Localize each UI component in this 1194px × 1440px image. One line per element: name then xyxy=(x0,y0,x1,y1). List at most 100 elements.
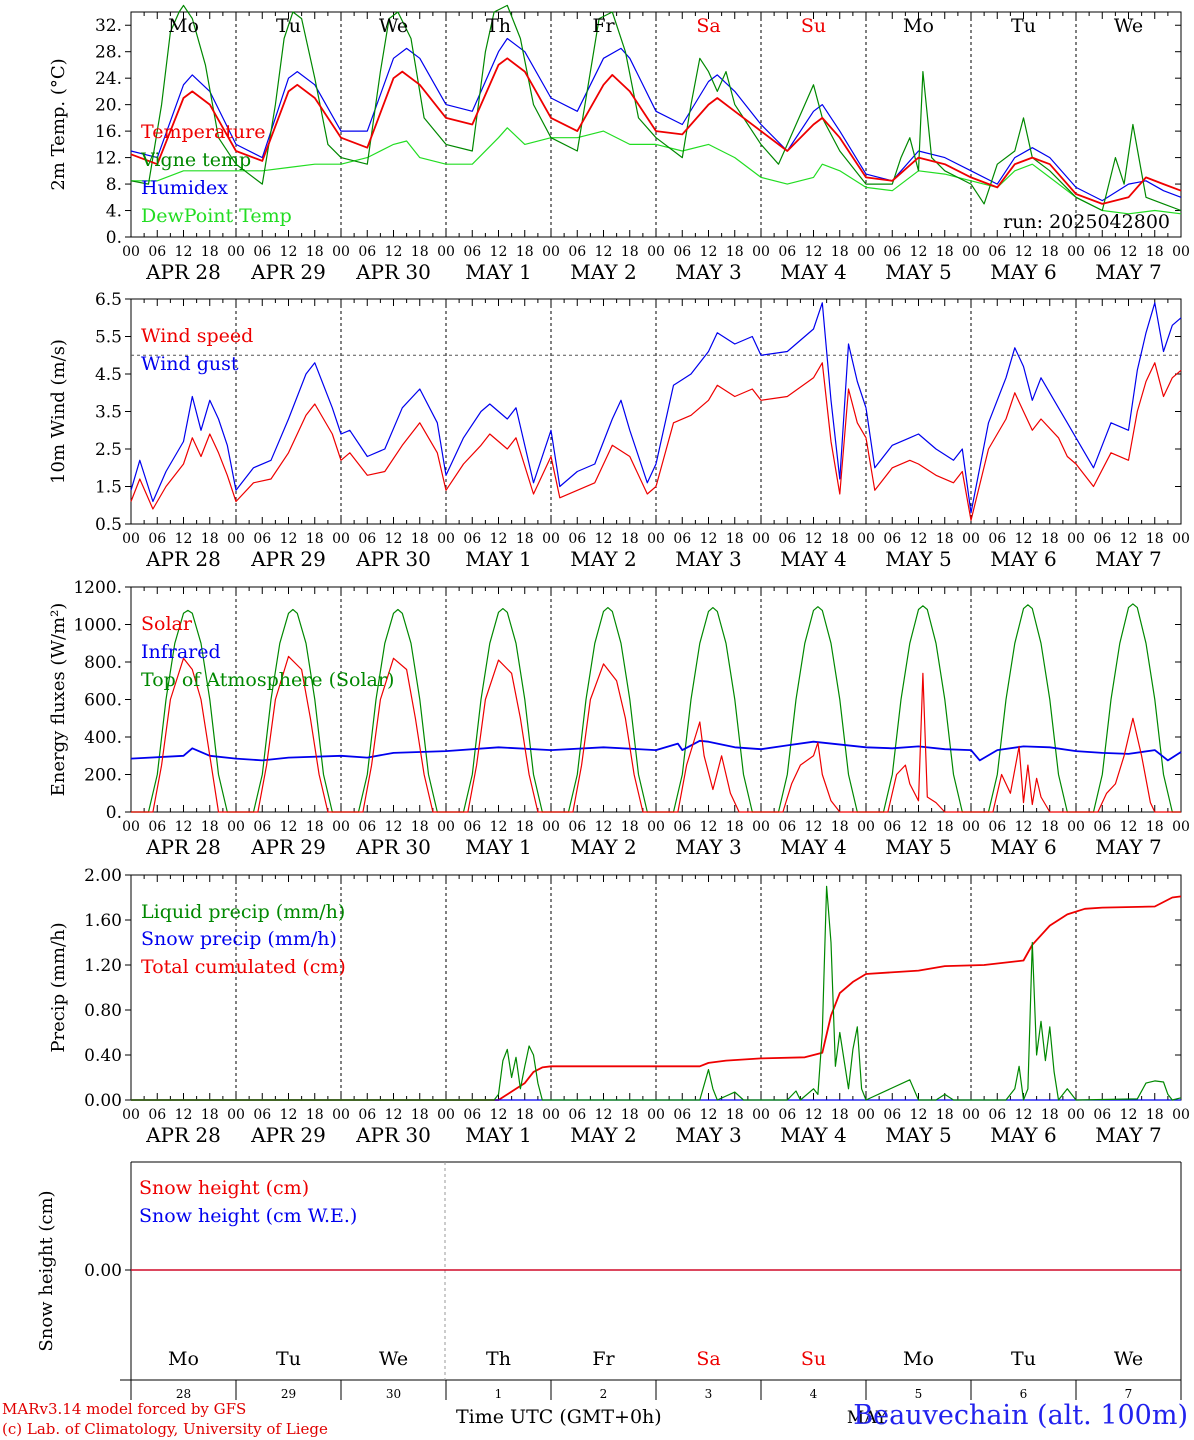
date-label: MAY 1 xyxy=(465,547,531,571)
date-label: MAY 6 xyxy=(990,260,1056,284)
hour-tick-label: 18 xyxy=(936,819,954,835)
hour-tick-label: 12 xyxy=(595,531,613,547)
hour-tick-label: 00 xyxy=(332,531,350,547)
hour-tick-label: 06 xyxy=(463,1107,481,1123)
hour-tick-label: 18 xyxy=(516,531,534,547)
hour-tick-label: 18 xyxy=(306,1107,324,1123)
hour-tick-label: 00 xyxy=(647,244,665,260)
hour-tick-label: 06 xyxy=(1093,244,1111,260)
hour-tick-label: 06 xyxy=(253,819,271,835)
hour-tick-label: 00 xyxy=(542,244,560,260)
panel-frame xyxy=(130,586,1182,813)
hour-tick-label: 12 xyxy=(1015,531,1033,547)
weekday-label: Th xyxy=(486,1348,511,1370)
hour-tick-label: 18 xyxy=(1041,819,1059,835)
hour-tick-label: 00 xyxy=(962,1107,980,1123)
hour-tick-label: 06 xyxy=(1093,1107,1111,1123)
hour-tick-label: 06 xyxy=(988,1107,1006,1123)
hour-tick-label: 00 xyxy=(542,531,560,547)
hour-tick-label: 06 xyxy=(568,244,586,260)
legend-entry: Temperature xyxy=(141,121,265,143)
hour-tick-label: 00 xyxy=(332,819,350,835)
hour-tick-label: 18 xyxy=(1041,1107,1059,1123)
hour-tick-label: 00 xyxy=(332,1107,350,1123)
hour-tick-label: 12 xyxy=(280,1107,298,1123)
y-tick-label: 32. xyxy=(95,16,122,36)
hour-tick-label: 00 xyxy=(647,531,665,547)
panel-frame xyxy=(130,11,1182,238)
series-line xyxy=(131,127,1182,215)
hour-tick-label: 06 xyxy=(148,244,166,260)
hour-tick-label: 12 xyxy=(910,531,928,547)
time-axis-label: Time UTC (GMT+0h) xyxy=(456,1406,662,1428)
hour-tick-label: 00 xyxy=(227,531,245,547)
hour-tick-label: 06 xyxy=(463,531,481,547)
y-tick-label: 24. xyxy=(95,69,122,89)
month-label: MAY xyxy=(847,1408,888,1428)
legend-entry: Solar xyxy=(141,613,193,635)
hour-tick-label: 00 xyxy=(752,1107,770,1123)
y-tick-label: 0.80 xyxy=(84,1001,122,1021)
date-label: APR 28 xyxy=(145,547,221,571)
hour-tick-label: 18 xyxy=(306,244,324,260)
weekday-label: Th xyxy=(486,15,511,37)
hour-tick-label: 12 xyxy=(1015,1107,1033,1123)
y-axis-label: 2m Temp. (°C) xyxy=(48,58,69,190)
y-tick-label: 8. xyxy=(106,175,122,195)
y-tick-label: 0. xyxy=(106,228,122,248)
hour-tick-label: 18 xyxy=(621,1107,639,1123)
hour-tick-label: 00 xyxy=(332,244,350,260)
hour-tick-label: 00 xyxy=(122,1107,140,1123)
date-label: MAY 4 xyxy=(780,1123,846,1147)
hour-tick-label: 18 xyxy=(621,531,639,547)
y-tick-label: 16. xyxy=(95,122,122,142)
y-tick-label: 3.5 xyxy=(95,403,122,423)
hour-tick-label: 06 xyxy=(358,819,376,835)
day-number-label: 3 xyxy=(705,1387,713,1401)
series-line xyxy=(130,57,1182,205)
hour-tick-label: 06 xyxy=(778,531,796,547)
hour-tick-label: 12 xyxy=(175,819,193,835)
hour-tick-label: 00 xyxy=(542,819,560,835)
date-label: MAY 7 xyxy=(1095,547,1161,571)
hour-tick-label: 00 xyxy=(962,819,980,835)
hour-tick-label: 06 xyxy=(253,244,271,260)
weekday-label: We xyxy=(379,1348,408,1370)
y-tick-label: 1.20 xyxy=(84,956,122,976)
legend-entry: Snow height (cm W.E.) xyxy=(139,1205,357,1227)
hour-tick-label: 00 xyxy=(1067,1107,1085,1123)
hour-tick-label: 06 xyxy=(673,1107,691,1123)
hour-tick-label: 06 xyxy=(463,819,481,835)
date-label: MAY 3 xyxy=(675,835,741,859)
hour-tick-label: 12 xyxy=(490,1107,508,1123)
hour-tick-label: 06 xyxy=(883,819,901,835)
date-label: MAY 3 xyxy=(675,260,741,284)
date-label: APR 30 xyxy=(355,547,431,571)
date-label: APR 29 xyxy=(250,1123,326,1147)
y-tick-label: 1.5 xyxy=(95,478,122,498)
hour-tick-label: 12 xyxy=(805,819,823,835)
hour-tick-label: 12 xyxy=(1015,244,1033,260)
hour-tick-label: 12 xyxy=(1120,819,1138,835)
hour-tick-label: 12 xyxy=(1015,819,1033,835)
hour-tick-label: 18 xyxy=(831,819,849,835)
y-tick-label: 28. xyxy=(95,43,122,63)
date-label: MAY 6 xyxy=(990,547,1056,571)
y-tick-label: 4. xyxy=(106,202,122,222)
hour-tick-label: 12 xyxy=(700,531,718,547)
hour-tick-label: 12 xyxy=(280,244,298,260)
date-label: MAY 4 xyxy=(780,547,846,571)
hour-tick-label: 06 xyxy=(568,1107,586,1123)
legend-entry: Wind speed xyxy=(141,325,253,347)
date-label: MAY 3 xyxy=(675,1123,741,1147)
hour-tick-label: 06 xyxy=(673,819,691,835)
date-label: MAY 2 xyxy=(570,835,636,859)
date-label: APR 29 xyxy=(250,260,326,284)
hour-tick-label: 06 xyxy=(778,244,796,260)
legend-entry: DewPoint Temp xyxy=(141,205,292,227)
y-tick-label: 0.5 xyxy=(95,515,122,535)
hour-tick-label: 18 xyxy=(516,819,534,835)
hour-tick-label: 18 xyxy=(201,531,219,547)
y-tick-label: 600. xyxy=(84,691,122,711)
